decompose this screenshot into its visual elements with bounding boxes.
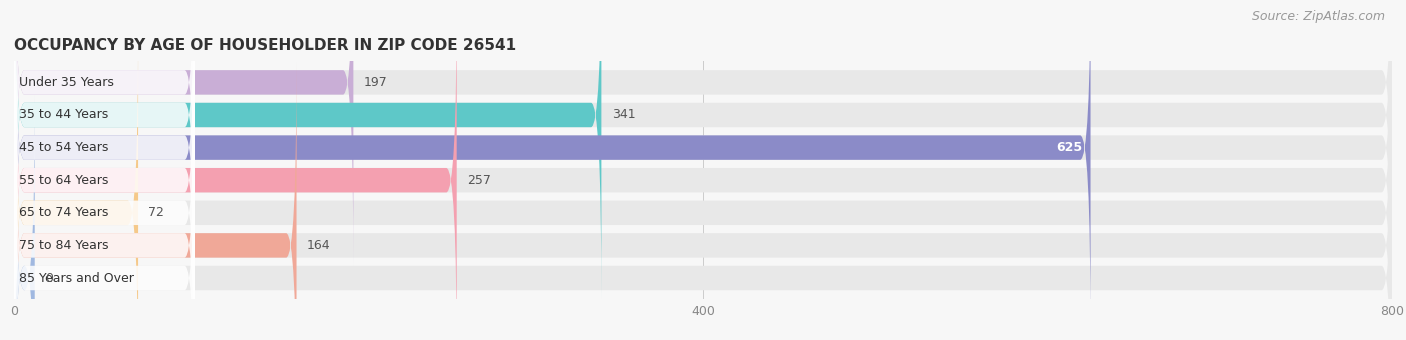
FancyBboxPatch shape bbox=[14, 0, 602, 299]
FancyBboxPatch shape bbox=[14, 95, 1392, 340]
FancyBboxPatch shape bbox=[14, 95, 35, 340]
Text: 257: 257 bbox=[467, 174, 491, 187]
Text: 164: 164 bbox=[307, 239, 330, 252]
Text: 341: 341 bbox=[612, 108, 636, 121]
FancyBboxPatch shape bbox=[14, 0, 195, 331]
Text: 65 to 74 Years: 65 to 74 Years bbox=[20, 206, 108, 219]
FancyBboxPatch shape bbox=[14, 0, 195, 299]
Text: 85 Years and Over: 85 Years and Over bbox=[20, 272, 134, 285]
FancyBboxPatch shape bbox=[14, 62, 297, 340]
Text: 55 to 64 Years: 55 to 64 Years bbox=[20, 174, 108, 187]
Text: Source: ZipAtlas.com: Source: ZipAtlas.com bbox=[1251, 10, 1385, 23]
FancyBboxPatch shape bbox=[14, 62, 195, 340]
Text: OCCUPANCY BY AGE OF HOUSEHOLDER IN ZIP CODE 26541: OCCUPANCY BY AGE OF HOUSEHOLDER IN ZIP C… bbox=[14, 38, 516, 53]
Text: 197: 197 bbox=[364, 76, 388, 89]
Text: 35 to 44 Years: 35 to 44 Years bbox=[20, 108, 108, 121]
FancyBboxPatch shape bbox=[14, 0, 353, 266]
Text: 72: 72 bbox=[149, 206, 165, 219]
Text: 0: 0 bbox=[45, 272, 53, 285]
FancyBboxPatch shape bbox=[14, 62, 1392, 340]
Text: Under 35 Years: Under 35 Years bbox=[20, 76, 114, 89]
FancyBboxPatch shape bbox=[14, 0, 195, 340]
FancyBboxPatch shape bbox=[14, 30, 1392, 340]
FancyBboxPatch shape bbox=[14, 0, 457, 340]
FancyBboxPatch shape bbox=[14, 0, 1392, 266]
Text: 625: 625 bbox=[1056, 141, 1083, 154]
FancyBboxPatch shape bbox=[14, 30, 138, 340]
FancyBboxPatch shape bbox=[14, 0, 195, 266]
FancyBboxPatch shape bbox=[14, 0, 1392, 331]
FancyBboxPatch shape bbox=[14, 0, 1392, 340]
Text: 75 to 84 Years: 75 to 84 Years bbox=[20, 239, 108, 252]
FancyBboxPatch shape bbox=[14, 0, 1091, 331]
FancyBboxPatch shape bbox=[14, 0, 1392, 299]
FancyBboxPatch shape bbox=[14, 95, 195, 340]
Text: 45 to 54 Years: 45 to 54 Years bbox=[20, 141, 108, 154]
FancyBboxPatch shape bbox=[14, 30, 195, 340]
